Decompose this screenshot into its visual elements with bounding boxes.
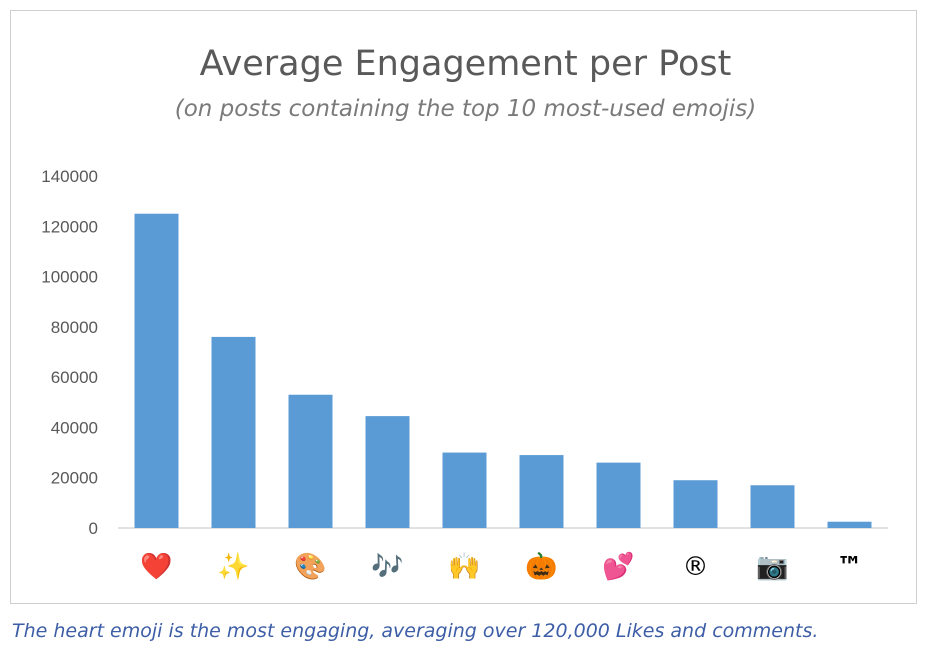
y-tick-label: 120000 — [41, 217, 98, 236]
bar-TM — [827, 521, 872, 528]
x-tick-label-registered: ® — [683, 552, 709, 582]
y-tick-label: 100000 — [41, 268, 98, 287]
chart-caption: The heart emoji is the most engaging, av… — [12, 620, 819, 642]
y-tick-label: 80000 — [51, 318, 98, 337]
y-tick-label: 140000 — [41, 167, 98, 186]
bar-sparkles — [211, 336, 256, 528]
chart-subtitle: (on posts containing the top 10 most-use… — [174, 96, 757, 122]
y-tick-label: 20000 — [51, 469, 98, 488]
x-tick-label-camera: 📷 — [756, 552, 788, 582]
x-tick-label-two-hearts: 💕 — [602, 551, 634, 582]
y-tick-label: 40000 — [51, 418, 98, 437]
x-tick-label-TM: ™ — [837, 552, 863, 582]
x-tick-label-jack-o-lantern: 🎃 — [525, 551, 557, 582]
bar-heart — [134, 213, 179, 528]
y-tick-label: 60000 — [51, 368, 98, 387]
bar-artist-palette — [288, 394, 333, 528]
bar-registered — [673, 480, 718, 528]
x-tick-label-raised-hands: 🙌 — [448, 552, 480, 582]
bar-jack-o-lantern — [519, 455, 564, 528]
x-tick-label-artist-palette: 🎨 — [294, 550, 326, 582]
x-tick-label-sparkles: ✨ — [217, 552, 249, 582]
y-tick-label: 0 — [89, 519, 98, 538]
bar-camera — [750, 485, 795, 528]
bar-musical-notes — [365, 416, 410, 528]
chart-title: Average Engagement per Post — [199, 44, 732, 84]
bar-two-hearts — [596, 462, 641, 528]
bar-raised-hands — [442, 452, 487, 528]
x-tick-label-heart: ❤️ — [140, 552, 173, 582]
x-tick-label-musical-notes: 🎶 — [371, 552, 403, 582]
